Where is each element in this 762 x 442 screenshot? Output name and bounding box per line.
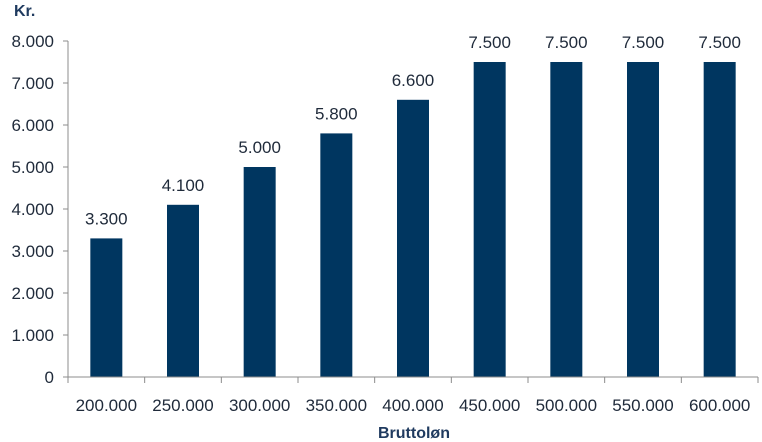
data-label: 7.500 [698,33,741,52]
data-label: 5.800 [315,104,358,123]
data-label: 7.500 [545,33,588,52]
x-tick-label: 600.000 [689,396,750,415]
x-tick-label: 200.000 [76,396,137,415]
y-tick-label: 8.000 [11,32,54,51]
bar [473,62,506,377]
axes-group [63,40,759,383]
y-tick-label: 6.000 [11,116,54,135]
data-label: 4.100 [162,176,205,195]
x-tick-label: 300.000 [229,396,290,415]
labels-group: 3.300 200.000 4.100 250.000 5.000 300.000 5.80… [11,32,750,415]
bar [167,204,199,377]
x-axis-title: Bruttoløn [378,425,450,442]
data-label: 6.600 [392,71,435,90]
y-tick-label: 3.000 [11,242,54,261]
y-axis-title: Kr. [14,3,35,20]
bar [243,167,276,377]
data-label: 5.000 [238,138,281,157]
data-label: 7.500 [622,33,665,52]
x-tick-label: 400.000 [382,396,443,415]
bar [90,238,123,377]
data-label: 7.500 [468,33,511,52]
y-tick-label: 7.000 [11,74,54,93]
bar [397,99,429,378]
bar [320,133,353,377]
bar [703,62,736,377]
bar [550,62,583,377]
x-tick-label: 550.000 [612,396,673,415]
y-tick-label: 1.000 [11,326,54,345]
bars-group [90,62,736,378]
x-tick-label: 250.000 [152,396,213,415]
bar [627,62,659,377]
y-tick-label: 0 [45,368,54,387]
x-tick-label: 500.000 [536,396,597,415]
y-tick-label: 5.000 [11,158,54,177]
x-tick-label: 350.000 [306,396,367,415]
x-tick-label: 450.000 [459,396,520,415]
y-tick-label: 4.000 [11,200,54,219]
y-tick-label: 2.000 [11,284,54,303]
data-label: 3.300 [85,209,128,228]
